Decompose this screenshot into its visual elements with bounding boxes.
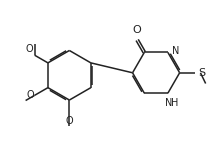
Text: O: O <box>26 44 34 54</box>
Text: S: S <box>198 68 205 78</box>
Text: N: N <box>165 98 173 108</box>
Text: O: O <box>66 116 73 126</box>
Text: O: O <box>27 90 34 100</box>
Text: H: H <box>171 98 178 108</box>
Text: O: O <box>133 26 142 35</box>
Text: N: N <box>172 46 180 56</box>
